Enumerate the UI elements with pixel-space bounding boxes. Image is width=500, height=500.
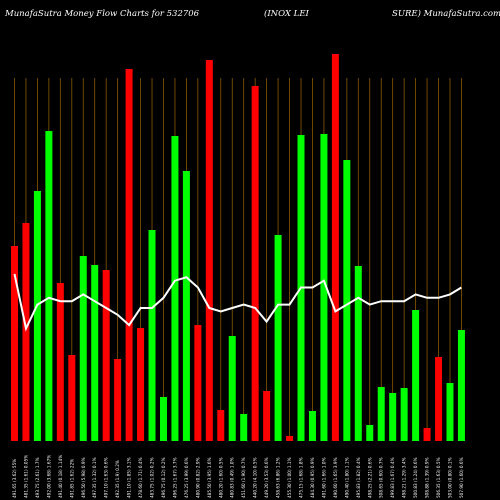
x-tick-label: 483.75 (1.02) 0.2% [150, 457, 155, 498]
bar [251, 86, 259, 441]
bar [68, 355, 76, 441]
x-tick-label: 491.65 (3.62) 55% [12, 459, 17, 498]
chart-title-mid: (INOX LEI [264, 8, 310, 19]
bar [366, 425, 374, 441]
x-tick-label: 480.90 (0.82) 2.9% [195, 457, 200, 498]
x-tick-label: 498.21 (1.29) 3.4% [402, 457, 407, 498]
bar [56, 283, 64, 441]
x-tick-label: 491.40 (0.18) 1.14% [58, 455, 63, 498]
x-tick-label: 500.83 (1.24) 0.6% [413, 457, 418, 498]
x-tick-label: 458.63 (6.86) 1.2% [276, 457, 281, 498]
x-tick-label: 506.35 (1.63) 0.5% [436, 457, 441, 498]
bar [114, 359, 122, 441]
bar [11, 246, 18, 441]
bar [102, 270, 110, 441]
bar [45, 131, 53, 441]
bar [205, 60, 213, 441]
bar [308, 411, 316, 441]
x-tick-label: 507.90 (1.60) 0.6% [459, 457, 464, 498]
bar [435, 357, 443, 441]
bar [331, 54, 339, 441]
bar [400, 388, 408, 441]
x-tick-label: 475.15 (1.68) 1.8% [299, 457, 304, 498]
bar [125, 69, 133, 441]
x-tick-label: 476.25 (3.99) 0.6% [184, 457, 189, 498]
bar [33, 191, 41, 441]
bar [137, 328, 145, 441]
chart-title-left: MunafaSutra Money Flow Charts for 532706 [4, 9, 200, 19]
bar [228, 336, 236, 441]
x-tick-label: 491.60 (1.66) 1.0% [321, 457, 326, 498]
x-tick-label: 498.25 (2.21) 0.6% [367, 457, 372, 498]
bar [194, 325, 202, 441]
x-tick-label: 451.60 (1.90) 0.7% [241, 457, 246, 498]
bar [240, 414, 248, 441]
x-tick-label: 481.35 (1.61) 0.05% [23, 455, 28, 498]
x-tick-label: 496.50 (5.98) 0.9% [81, 457, 86, 498]
bar [446, 383, 454, 441]
x-tick-label: 440.20 (4.10) 0.5% [253, 457, 258, 498]
chart-title-right: SURE) MunafaSutra.com [392, 8, 500, 19]
x-tick-label: 496.25 (1.67) 3.7% [172, 457, 177, 498]
bar [320, 134, 328, 441]
x-tick-label: 490.40 (1.80) 1.1% [344, 457, 349, 498]
x-tick-label: 485.50 (3.95) 1.6% [207, 457, 212, 498]
x-tick-label: 497.10 (1.63) 0.6% [104, 457, 109, 498]
x-tick-label: 491.10 (1.85) 3.1% [127, 457, 132, 498]
bar [354, 266, 362, 441]
bar [457, 330, 465, 441]
bar [217, 410, 225, 441]
x-tick-label: 499.83 (1.67) 0.4% [390, 457, 395, 498]
money-flow-line [13, 273, 462, 332]
x-tick-label: 497.35 (1.32) 0.1% [92, 457, 97, 498]
x-tick-label: 496.75 (0.12) 0.2% [161, 457, 166, 498]
bar [79, 256, 87, 441]
bars [11, 54, 465, 441]
x-tick-label: 490.60 (1.65) 3.9% [333, 457, 338, 498]
bar [412, 310, 420, 441]
x-tick-label: 503.00 (0.80) 0.1% [447, 457, 452, 498]
x-tick-label: 480.20 (1.60) 0.5% [218, 457, 223, 498]
x-tick-label: 491.85 (1.62) 22% [69, 459, 74, 498]
x-tick-label: 449.20 (3.53) 0.6% [264, 457, 269, 498]
x-tick-label: 508.65 (0.60) 0.7% [379, 457, 384, 498]
x-tick-label: 478.60 (1.71) 0.4% [138, 457, 143, 498]
bar [343, 160, 351, 441]
x-tick-label: 508.88 (1.39) 0.9% [425, 457, 430, 498]
x-tick-label: 492.35 (1.9) 0.2% [115, 460, 120, 498]
bar [91, 265, 99, 441]
bar [171, 136, 179, 441]
bar [423, 428, 431, 441]
x-axis-labels: 491.65 (3.62) 55% 481.35 (1.61) 0.05% 493.… [12, 455, 464, 498]
x-tick-label: 455.30 (1.00) 1.1% [287, 457, 292, 498]
bar [22, 223, 30, 441]
bar [286, 436, 294, 441]
bar [148, 230, 156, 441]
x-tick-label: 493.75 (2.61) 1.7% [35, 457, 40, 498]
bar [182, 171, 190, 441]
bar [263, 391, 271, 441]
bar [389, 393, 397, 441]
bar [377, 387, 385, 441]
bar [274, 235, 282, 441]
x-tick-label: 484.30 (0.95) 0.9% [310, 457, 315, 498]
x-tick-label: 492.00 (3.68) 1.67% [46, 455, 51, 498]
x-tick-label: 495.83 (1.82) 0.4% [356, 457, 361, 498]
bar [159, 397, 167, 441]
x-tick-label: 480.83 (0.49) 1.0% [230, 457, 235, 498]
